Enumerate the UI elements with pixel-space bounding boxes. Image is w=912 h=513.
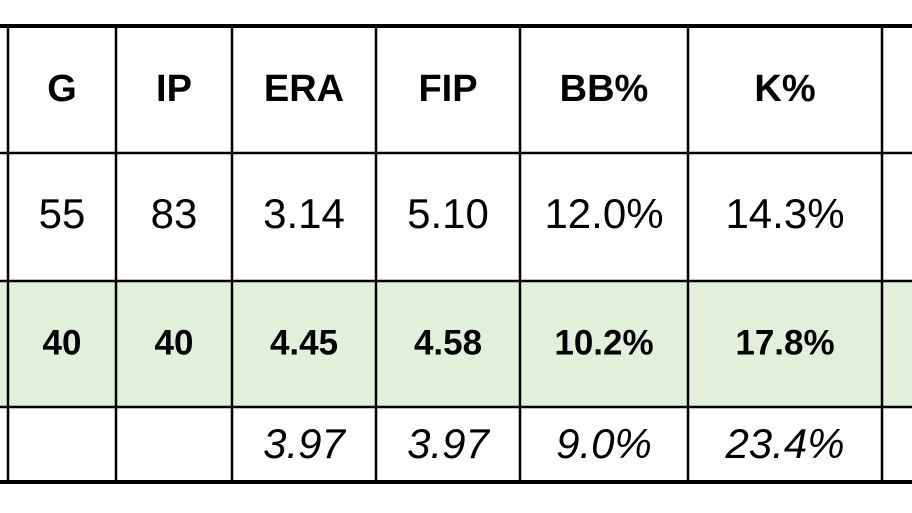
table-cell: 40 [43,323,82,362]
table-cell: 5.10 [407,190,489,237]
table-cell: 4.58 [414,323,482,362]
header-cell: IP [156,68,192,110]
table-cell: 83 [151,190,198,237]
header-cell: ERA [264,68,344,110]
header-cell: K% [754,68,815,110]
table-cell: 3.97 [407,420,490,467]
table-cell: 14.3% [725,190,844,237]
table-cell: 3.14 [263,190,345,237]
table-cell: 9.0% [556,420,652,467]
table-cell: 4.45 [270,323,338,362]
table-cell: 3.97 [263,420,346,467]
table-cell: 17.8% [735,323,834,362]
grid [0,24,912,484]
highlight-row [0,281,912,407]
header-cell: BB% [560,68,649,110]
table-cell: 40 [155,323,194,362]
header-cell: G [47,68,77,110]
table-cell: 10.2% [554,323,653,362]
table-cell: 12.0% [544,190,663,237]
table-cell: 23.4% [724,420,844,467]
table-cell: 55 [39,190,86,237]
header-cell: FIP [418,68,477,110]
